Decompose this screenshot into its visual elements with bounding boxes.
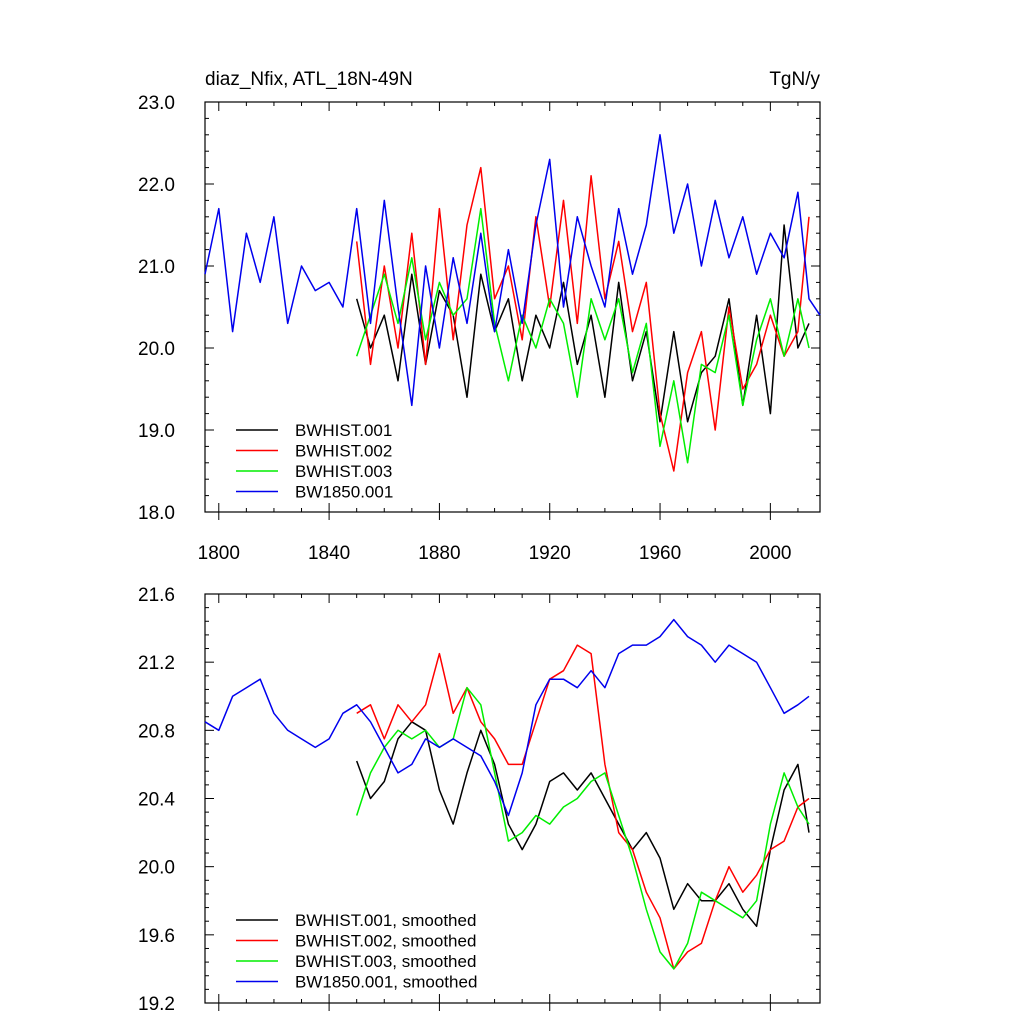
x-tick-label: 1880 xyxy=(418,543,460,564)
legend-entry: BW1850.001 xyxy=(295,483,393,502)
legend-entry: BWHIST.002, smoothed xyxy=(295,932,476,951)
series-line xyxy=(356,644,810,970)
series-line xyxy=(355,166,810,472)
series-line xyxy=(355,686,810,970)
panel-1: 18.0 19.0 20.0 21.0 22.0 23.0 1800 1840 1880 1920… xyxy=(138,69,821,564)
chart-title: diaz_Nfix, ATL_18N-49N xyxy=(205,69,413,90)
series-line xyxy=(204,618,810,817)
y-tick-label: 21.0 xyxy=(138,257,175,278)
axis-ticks xyxy=(205,101,820,520)
legend-entry: BWHIST.003, smoothed xyxy=(295,952,476,971)
y-tick-label: 19.6 xyxy=(138,926,175,947)
plot-frame xyxy=(204,101,821,513)
legend-entry: BW1850.001, smoothed xyxy=(295,973,477,992)
y-tick-label: 20.8 xyxy=(138,721,175,742)
y-tick-label: 18.0 xyxy=(138,503,175,524)
legend: BWHIST.001, smoothed BWHIST.002, smoothed… xyxy=(236,911,477,992)
panel-2: 19.2 19.6 20.0 20.4 20.8 21.2 21.6 BWHIST.001, … xyxy=(138,585,821,1015)
y-tick-label: 20.0 xyxy=(138,339,175,360)
y-tick-label: 21.6 xyxy=(138,585,175,606)
y-tick-label: 19.0 xyxy=(138,421,175,442)
series-line xyxy=(355,207,810,464)
y-tick-label: 21.2 xyxy=(138,653,175,674)
y-tick-label: 19.2 xyxy=(138,994,175,1015)
series-line xyxy=(204,134,821,407)
legend-entry: BWHIST.001, smoothed xyxy=(295,911,476,930)
y-tick-label: 20.4 xyxy=(138,790,175,811)
x-tick-label: 1960 xyxy=(639,543,681,564)
legend-entry: BWHIST.002 xyxy=(295,442,392,461)
units-label: TgN/y xyxy=(769,69,820,90)
legend-entry: BWHIST.001 xyxy=(295,421,392,440)
x-tick-label: 2000 xyxy=(749,543,791,564)
series-line xyxy=(355,721,810,928)
legend-entry: BWHIST.003 xyxy=(295,462,392,481)
y-tick-label: 23.0 xyxy=(138,93,175,114)
y-tick-label: 22.0 xyxy=(138,175,175,196)
x-tick-label: 1840 xyxy=(308,543,350,564)
x-tick-label: 1800 xyxy=(198,543,240,564)
axis-ticks xyxy=(205,593,820,1011)
x-tick-label: 1920 xyxy=(529,543,571,564)
y-tick-label: 20.0 xyxy=(138,858,175,879)
